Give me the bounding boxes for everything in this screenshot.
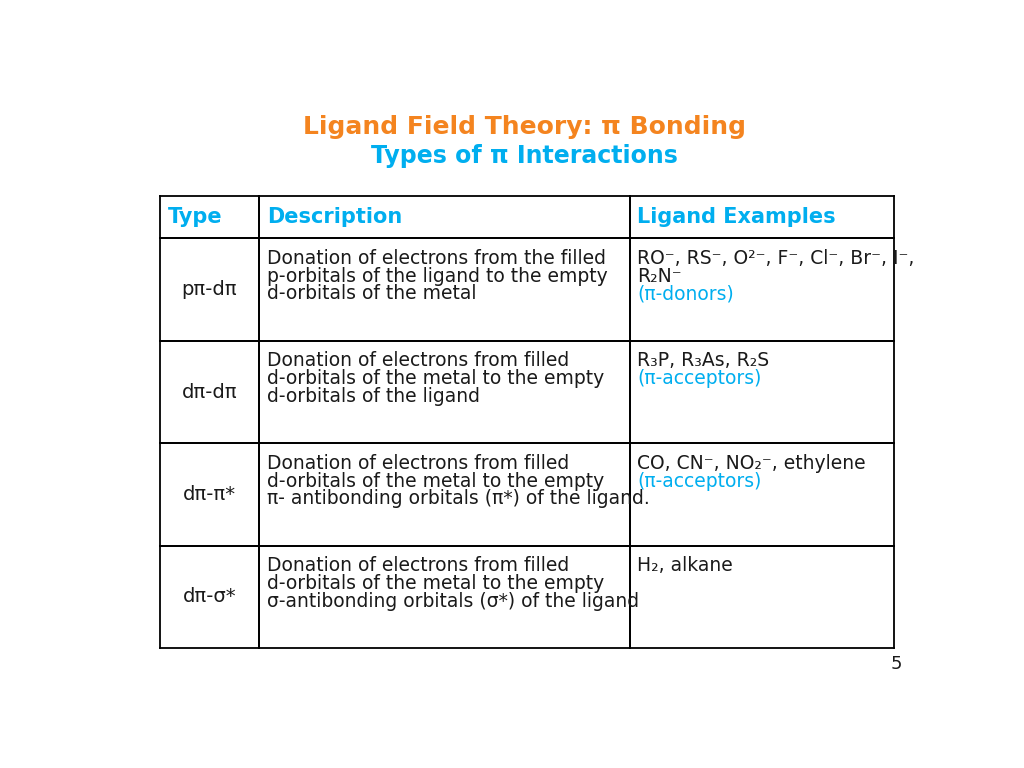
Text: (π-donors): (π-donors) [638, 284, 734, 303]
Text: σ-antibonding orbitals (σ*) of the ligand: σ-antibonding orbitals (σ*) of the ligan… [267, 592, 639, 611]
Text: d-orbitals of the metal to the empty: d-orbitals of the metal to the empty [267, 574, 604, 593]
Text: dπ-π*: dπ-π* [182, 485, 236, 504]
Text: Ligand Field Theory: π Bonding: Ligand Field Theory: π Bonding [303, 114, 746, 139]
Text: pπ-dπ: pπ-dπ [181, 280, 238, 299]
Text: Types of π Interactions: Types of π Interactions [372, 144, 678, 168]
Text: H₂, alkane: H₂, alkane [638, 556, 733, 575]
Text: d-orbitals of the metal: d-orbitals of the metal [267, 284, 476, 303]
Text: Donation of electrons from filled: Donation of electrons from filled [267, 556, 569, 575]
Text: Donation of electrons from filled: Donation of electrons from filled [267, 352, 569, 370]
Text: RO⁻, RS⁻, O²⁻, F⁻, Cl⁻, Br⁻, I⁻,: RO⁻, RS⁻, O²⁻, F⁻, Cl⁻, Br⁻, I⁻, [638, 249, 914, 268]
Text: Ligand Examples: Ligand Examples [638, 207, 837, 227]
Text: p-orbitals of the ligand to the empty: p-orbitals of the ligand to the empty [267, 266, 607, 286]
Text: d-orbitals of the ligand: d-orbitals of the ligand [267, 387, 480, 406]
Text: (π-acceptors): (π-acceptors) [638, 472, 762, 491]
Text: R₃P, R₃As, R₂S: R₃P, R₃As, R₂S [638, 352, 770, 370]
Text: 5: 5 [890, 655, 902, 673]
Text: CO, CN⁻, NO₂⁻, ethylene: CO, CN⁻, NO₂⁻, ethylene [638, 454, 866, 473]
Text: π- antibonding orbitals (π*) of the ligand.: π- antibonding orbitals (π*) of the liga… [267, 489, 649, 508]
Text: Description: Description [267, 207, 402, 227]
Text: dπ-σ*: dπ-σ* [182, 588, 237, 607]
Text: R₂N⁻: R₂N⁻ [638, 266, 682, 286]
Text: Donation of electrons from the filled: Donation of electrons from the filled [267, 249, 606, 268]
Text: (π-acceptors): (π-acceptors) [638, 369, 762, 388]
Text: Donation of electrons from filled: Donation of electrons from filled [267, 454, 569, 473]
Text: dπ-dπ: dπ-dπ [181, 382, 238, 402]
Text: d-orbitals of the metal to the empty: d-orbitals of the metal to the empty [267, 472, 604, 491]
Text: d-orbitals of the metal to the empty: d-orbitals of the metal to the empty [267, 369, 604, 388]
Text: Type: Type [168, 207, 222, 227]
